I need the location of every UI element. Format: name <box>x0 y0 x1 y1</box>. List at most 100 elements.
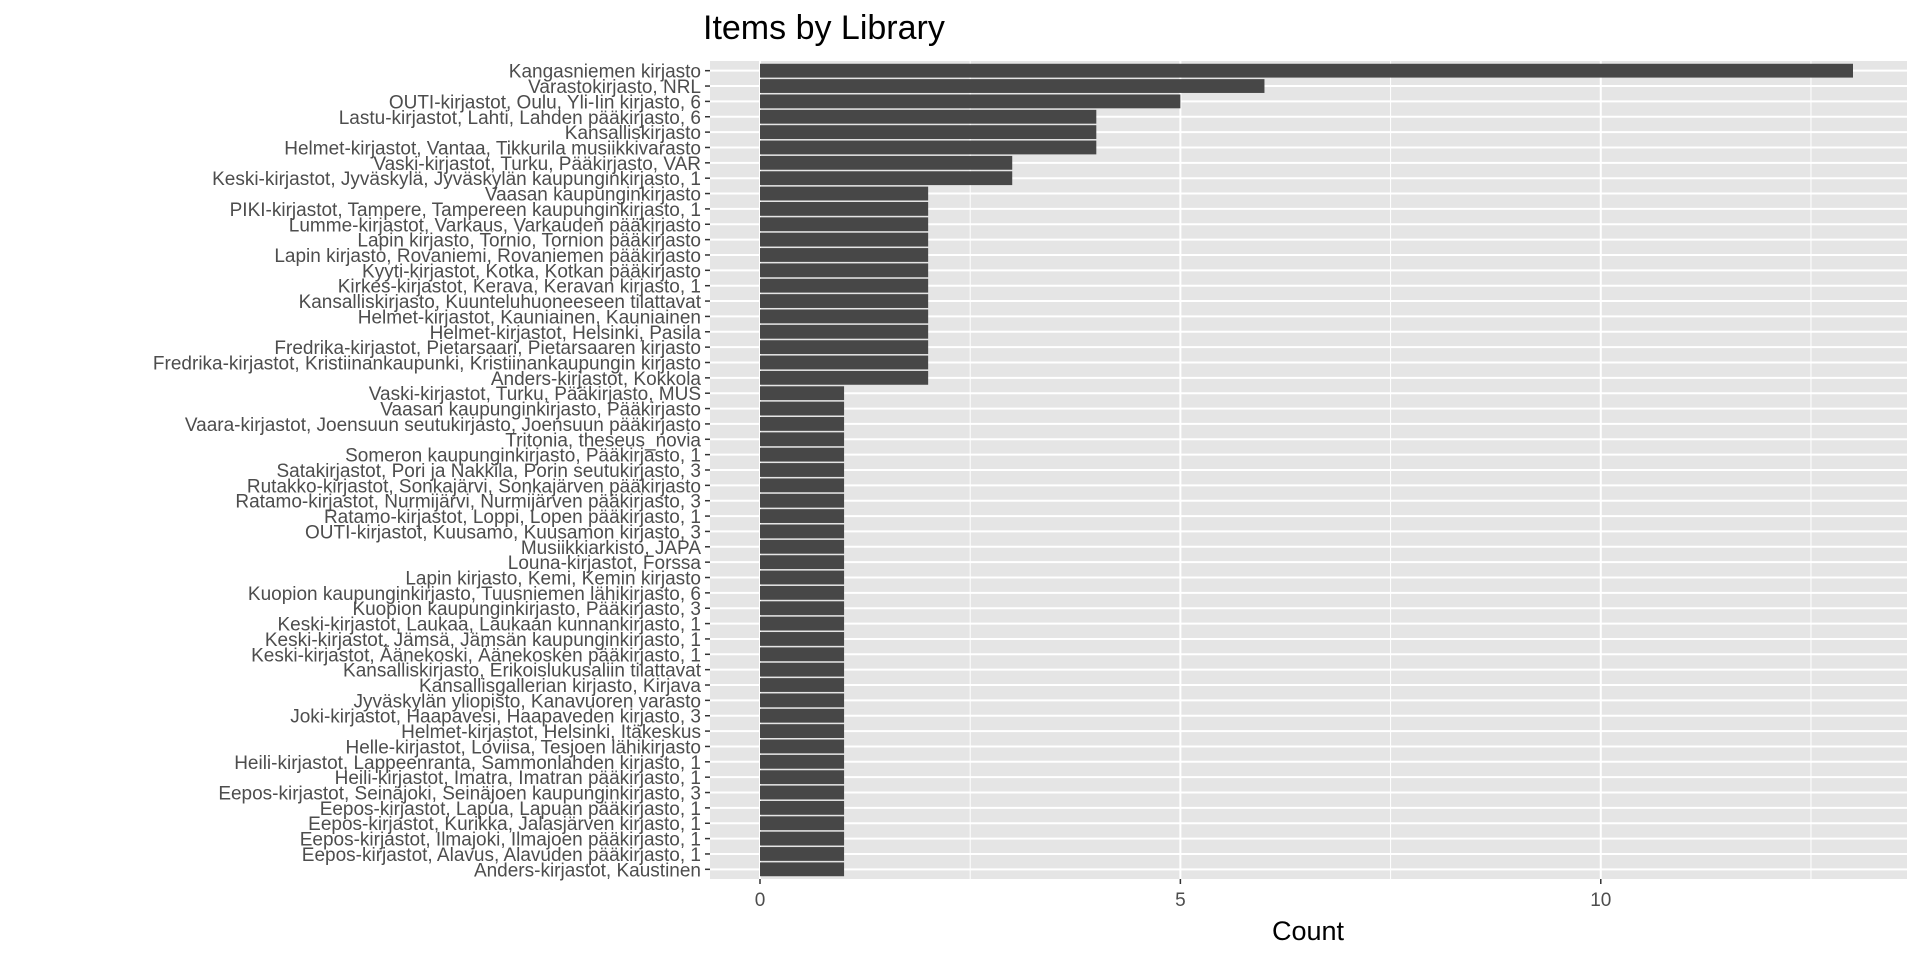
y-tick-label: Keski-kirjastot, Äänekoski, Äänekosken p… <box>251 645 701 666</box>
bar <box>760 632 845 646</box>
y-tick-label: OUTI-kirjastot, Kuusamo, Kuusamon kirjas… <box>305 522 701 543</box>
bar <box>760 140 1097 155</box>
bar <box>760 232 929 247</box>
bar <box>760 478 845 493</box>
bar <box>760 739 845 754</box>
bars <box>760 63 1853 877</box>
y-tick-label: Eepos-kirjastot, Alavus, Alavuden pääkir… <box>302 845 701 866</box>
bar <box>760 585 845 600</box>
bar <box>760 294 929 308</box>
bar <box>760 109 1097 124</box>
y-tick-label: Anders-kirjastot, Kaustinen <box>474 860 701 881</box>
y-tick-label: Fredrika-kirjastot, Kristiinankaupunki, … <box>153 353 701 374</box>
y-tick-label: Heili-kirjastot, Lappeenranta, Sammonlah… <box>234 753 701 774</box>
y-tick-label: PIKI-kirjastot, Tampere, Tampereen kaupu… <box>230 200 701 221</box>
y-tick-label: Helmet-kirjastot, Vantaa, Tikkurila musi… <box>284 138 701 159</box>
bar <box>760 125 1097 140</box>
x-axis-label: Count <box>1272 916 1345 946</box>
bar <box>760 432 845 447</box>
y-tick-label: Kuopion kaupunginkirjasto, Tuusniemen lä… <box>248 584 701 605</box>
bar <box>760 201 929 216</box>
y-tick-label: Lapin kirjasto, Tornio, Tornion pääkirja… <box>357 231 701 252</box>
bar <box>760 816 845 831</box>
bar <box>760 401 845 416</box>
y-tick-label: Ratamo-kirjastot, Nurmijärvi, Nurmijärve… <box>235 492 701 513</box>
bar <box>760 386 845 401</box>
y-tick-label: Helmet-kirjastot, Helsinki, Pasila <box>430 323 702 344</box>
y-tick-label: Kansalliskirjasto, Kuunteluhuoneeseen ti… <box>299 292 702 313</box>
bar <box>760 754 845 769</box>
y-tick-label: Kansalliskirjasto, Erikoislukusaliin til… <box>343 661 702 682</box>
y-tick-label: Someron kaupunginkirjasto, Pääkirjasto, … <box>345 446 701 467</box>
bar <box>760 724 845 739</box>
y-tick-label: Anders-kirjastot, Kokkola <box>491 369 702 390</box>
y-tick-label: Keski-kirjastot, Jämsä, Jämsän kaupungin… <box>265 630 701 651</box>
bar <box>760 186 929 201</box>
bar <box>760 248 929 262</box>
bar <box>760 693 845 708</box>
bar <box>760 708 845 723</box>
bar <box>760 770 845 785</box>
bar <box>760 493 845 508</box>
y-tick-label: Helmet-kirjastot, Helsinki, Itäkeskus <box>401 722 701 743</box>
bar <box>760 785 845 800</box>
y-tick-label: Fredrika-kirjastot, Pietarsaari, Pietars… <box>274 338 701 359</box>
bar <box>760 370 929 385</box>
y-tick-label: OUTI-kirjastot, Oulu, Yli-Iin kirjasto, … <box>389 92 701 113</box>
y-tick-label: Musiikkiarkisto, JAPA <box>521 538 702 559</box>
bar <box>760 155 1013 170</box>
bar <box>760 217 929 232</box>
bar <box>760 539 845 554</box>
x-tick-label: 10 <box>1590 890 1611 911</box>
bar <box>760 831 845 846</box>
y-tick-label: Vaara-kirjastot, Joensuun seutukirjasto,… <box>185 415 701 436</box>
y-tick-label: Vaasan kaupunginkirjasto, Pääkirjasto <box>380 400 701 421</box>
y-tick-label: Kyyti-kirjastot, Kotka, Kotkan pääkirjas… <box>362 261 701 282</box>
bar <box>760 79 1265 93</box>
y-tick-label: Ratamo-kirjastot, Loppi, Lopen pääkirjas… <box>324 507 701 528</box>
y-tick-label: Kirkes-kirjastot, Kerava, Keravan kirjas… <box>338 277 701 298</box>
bar <box>760 601 845 616</box>
bar <box>760 662 845 677</box>
bar <box>760 278 929 293</box>
y-tick-label: Lapin kirjasto, Rovaniemi, Rovaniemen pä… <box>274 246 701 267</box>
bar <box>760 509 845 523</box>
y-tick-label: Helmet-kirjastot, Kauniainen, Kauniainen <box>358 307 701 328</box>
bar <box>760 678 845 692</box>
bar <box>760 94 1181 109</box>
bar <box>760 309 929 324</box>
x-axis: 0 5 10 <box>755 879 1611 911</box>
bar <box>760 847 845 861</box>
y-tick-label: Satakirjastot, Pori ja Nakkila, Porin se… <box>276 461 701 482</box>
y-tick-label: Kuopion kaupunginkirjasto, Pääkirjasto, … <box>352 599 701 620</box>
bar <box>760 616 845 631</box>
y-tick-label: Eepos-kirjastot, Ilmajoki, Ilmajoen pääk… <box>300 830 701 851</box>
y-tick-label: Tritonia, theseus_novia <box>505 430 701 451</box>
y-tick-label: Lastu-kirjastot, Lahti, Lahden pääkirjas… <box>339 108 701 129</box>
y-tick-label: Joki-kirjastot, Haapavesi, Haapaveden ki… <box>290 707 701 728</box>
y-tick-label: Lumme-kirjastot, Varkaus, Varkauden pääk… <box>289 215 701 236</box>
x-tick-label: 5 <box>1175 890 1186 911</box>
y-tick-label: Kansallisgallerian kirjasto, Kirjava <box>419 676 701 697</box>
y-tick-label: Rutakko-kirjastot, Sonkajärvi, Sonkajärv… <box>247 476 701 497</box>
bar <box>760 417 845 431</box>
y-tick-label: Eepos-kirjastot, Kurikka, Jalasjärven ki… <box>308 814 701 835</box>
y-tick-label: Keski-kirjastot, Jyväskylä, Jyväskylän k… <box>212 169 701 190</box>
bar <box>760 647 845 662</box>
y-tick-label: Vaski-kirjastot, Turku, Pääkirjasto, MUS <box>369 384 701 405</box>
x-tick-label: 0 <box>755 890 766 911</box>
bar <box>760 63 1853 78</box>
bar <box>760 340 929 355</box>
bar <box>760 324 929 339</box>
bar <box>760 555 845 570</box>
bar <box>760 570 845 585</box>
y-tick-label: Helle-kirjastot, Loviisa, Tesjoen lähiki… <box>345 737 701 758</box>
y-tick-label: Jyväskylän yliopisto, Kanavuoren varasto <box>354 691 701 712</box>
y-tick-label: Lapin kirjasto, Kemi, Kemin kirjasto <box>405 569 701 590</box>
bar <box>760 447 845 462</box>
y-tick-label: Vaasan kaupunginkirjasto <box>485 185 701 206</box>
bar <box>760 463 845 477</box>
y-tick-label: Kansalliskirjasto <box>565 123 701 144</box>
bar <box>760 800 845 815</box>
